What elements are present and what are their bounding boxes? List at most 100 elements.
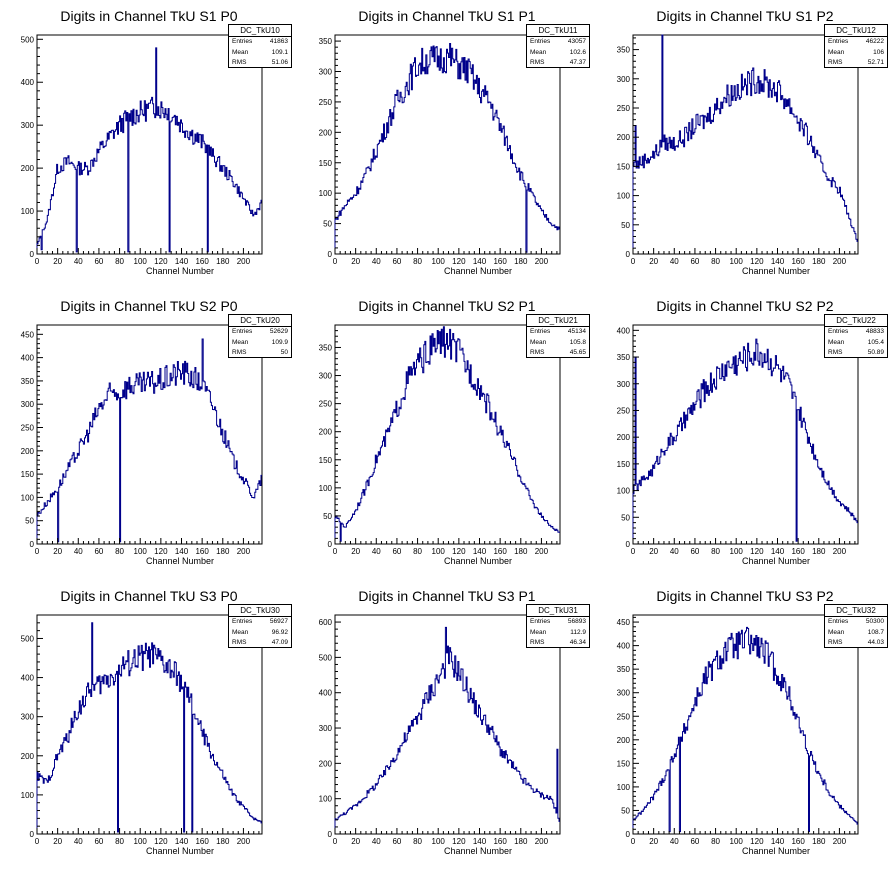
histogram-panel: Digits in Channel TkU S1 P2 0 20 40 60 80 100 1… <box>596 0 894 290</box>
y-tick-label: 250 <box>617 104 631 113</box>
x-axis-label: Channel Number <box>741 556 811 566</box>
x-tick-label: 160 <box>195 837 209 846</box>
stats-label: Mean <box>232 338 249 346</box>
y-tick-label: 350 <box>21 377 35 386</box>
y-tick-label: 350 <box>617 665 631 674</box>
y-tick-label: 0 <box>30 830 35 839</box>
x-tick-label: 60 <box>392 547 401 556</box>
chart-title: Digits in Channel TkU S2 P0 <box>60 298 238 314</box>
x-tick-label: 0 <box>333 837 338 846</box>
x-tick-label: 80 <box>413 257 422 266</box>
plot-frame <box>632 324 859 545</box>
x-axis-label: Channel Number <box>741 846 811 856</box>
histogram-panel: Digits in Channel TkU S2 P1 0 20 40 60 80 100 1… <box>298 290 596 580</box>
x-tick-label: 200 <box>833 547 847 556</box>
x-tick-label: 120 <box>452 547 466 556</box>
x-tick-label: 140 <box>771 837 785 846</box>
y-tick-label: 400 <box>21 78 35 87</box>
stats-label: RMS <box>232 349 247 356</box>
stats-label: Entries <box>828 38 849 45</box>
stats-row: Mean 108.7 <box>825 628 887 639</box>
histogram-plot: 0 20 40 60 80 100 120 140 160 180 200 100 200 300 400 5… <box>21 614 263 846</box>
stats-value: 109.1 <box>271 48 288 56</box>
stats-row: RMS 47.09 <box>229 638 291 649</box>
stats-row: Mean 96.92 <box>229 628 291 639</box>
plot-frame <box>36 324 263 545</box>
stats-label: RMS <box>828 349 843 356</box>
stats-row: Mean 109.1 <box>229 48 291 59</box>
stats-box: DC_TkU31 Entries 56893 Mean 112.9 RMS 46.34 <box>526 604 590 648</box>
x-tick-label: 180 <box>216 837 230 846</box>
x-tick-label: 200 <box>535 837 549 846</box>
stats-row: Entries 52629 <box>229 327 291 338</box>
x-tick-label: 80 <box>711 547 720 556</box>
x-tick-label: 160 <box>493 257 507 266</box>
x-tick-label: 100 <box>432 547 446 556</box>
stats-row: Mean 102.6 <box>527 48 589 59</box>
stats-label: RMS <box>530 349 545 356</box>
x-tick-label: 20 <box>649 547 658 556</box>
stats-label: RMS <box>232 59 247 66</box>
x-tick-label: 80 <box>115 547 124 556</box>
y-tick-label: 200 <box>617 433 631 442</box>
x-axis-label: Channel Number <box>145 846 215 856</box>
stats-label: Entries <box>530 618 551 625</box>
x-tick-label: 180 <box>812 257 826 266</box>
y-tick-label: 200 <box>617 736 631 745</box>
y-tick-label: 200 <box>319 128 333 137</box>
stats-row: Mean 112.9 <box>527 628 589 639</box>
y-tick-label: 250 <box>319 98 333 107</box>
y-tick-label: 150 <box>617 759 631 768</box>
y-tick-label: 600 <box>319 618 333 627</box>
y-tick-label: 200 <box>21 447 35 456</box>
x-tick-label: 200 <box>237 547 251 556</box>
x-tick-label: 80 <box>711 837 720 846</box>
x-tick-label: 0 <box>631 547 636 556</box>
x-axis-label: Channel Number <box>443 846 513 856</box>
x-tick-label: 40 <box>372 547 381 556</box>
stats-name: DC_TkU30 <box>229 605 291 617</box>
stats-row: Entries 45134 <box>527 327 589 338</box>
chart-title: Digits in Channel TkU S2 P2 <box>656 298 834 314</box>
stats-value: 45134 <box>567 328 586 335</box>
x-tick-label: 140 <box>473 257 487 266</box>
y-tick-label: 0 <box>328 250 333 259</box>
stats-name: DC_TkU31 <box>527 605 589 617</box>
y-tick-label: 50 <box>621 806 630 815</box>
y-tick-label: 300 <box>319 372 333 381</box>
x-tick-label: 40 <box>74 257 83 266</box>
x-tick-label: 160 <box>195 547 209 556</box>
histogram-panel: Digits in Channel TkU S3 P0 0 20 40 60 80 100 1… <box>0 580 298 870</box>
y-tick-label: 500 <box>319 653 333 662</box>
x-tick-label: 180 <box>514 257 528 266</box>
y-tick-label: 400 <box>319 689 333 698</box>
x-tick-label: 160 <box>195 257 209 266</box>
x-tick-label: 200 <box>237 257 251 266</box>
x-tick-label: 20 <box>351 837 360 846</box>
y-tick-label: 250 <box>21 424 35 433</box>
stats-label: Entries <box>530 38 551 45</box>
chart-title: Digits in Channel TkU S3 P0 <box>60 588 238 604</box>
stats-row: RMS 51.06 <box>229 58 291 69</box>
y-tick-label: 250 <box>617 712 631 721</box>
histogram-panel: Digits in Channel TkU S1 P1 0 20 40 60 80 100 1… <box>298 0 596 290</box>
stats-label: Entries <box>828 618 849 625</box>
x-tick-label: 100 <box>730 547 744 556</box>
histogram-panel: Digits in Channel TkU S2 P0 0 20 40 60 80 100 1… <box>0 290 298 580</box>
x-tick-label: 80 <box>115 837 124 846</box>
y-tick-label: 250 <box>319 400 333 409</box>
x-tick-label: 160 <box>791 547 805 556</box>
x-tick-label: 140 <box>175 257 189 266</box>
x-axis-label: Channel Number <box>443 556 513 566</box>
y-tick-label: 100 <box>319 189 333 198</box>
histogram-plot: 0 20 40 60 80 100 120 140 160 180 200 50 100 150 200 25… <box>319 34 561 266</box>
y-tick-label: 0 <box>626 250 631 259</box>
histogram-line <box>36 622 262 834</box>
x-tick-label: 0 <box>333 257 338 266</box>
x-tick-label: 0 <box>35 257 40 266</box>
y-tick-label: 50 <box>621 221 630 230</box>
stats-name: DC_TkU10 <box>229 25 291 37</box>
chart-title: Digits in Channel TkU S1 P1 <box>358 8 536 24</box>
x-tick-label: 160 <box>791 257 805 266</box>
y-tick-label: 350 <box>319 343 333 352</box>
